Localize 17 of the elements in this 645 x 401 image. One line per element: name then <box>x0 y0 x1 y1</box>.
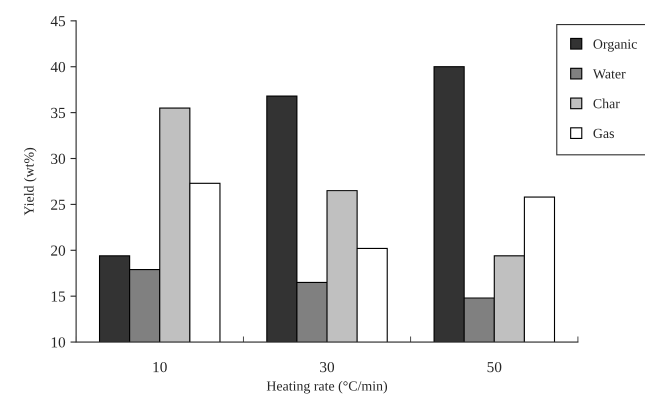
y-tick-label: 40 <box>50 62 66 72</box>
y-tick-label: 15 <box>52 291 66 302</box>
y-tick-label: 10 <box>52 337 66 348</box>
legend-label: Char <box>593 98 620 108</box>
y-tick-label: 35 <box>51 108 66 118</box>
x-tick-label: 50 <box>488 362 502 372</box>
y-tick-label: 25 <box>51 200 66 210</box>
x-axis-title: Heating rate (°C/min) <box>266 380 388 394</box>
y-tick-label: 30 <box>51 154 66 164</box>
y-axis-title: Yield (wt%) <box>24 148 37 216</box>
x-tick-label: 30 <box>320 362 334 372</box>
x-tick-label: 10 <box>153 362 167 372</box>
y-tick-label: 20 <box>51 245 66 256</box>
legend-label: Water <box>592 69 626 79</box>
legend-label: Organic <box>593 39 637 52</box>
legend-label: Gas <box>593 128 614 138</box>
y-tick-label: 45 <box>50 16 66 26</box>
